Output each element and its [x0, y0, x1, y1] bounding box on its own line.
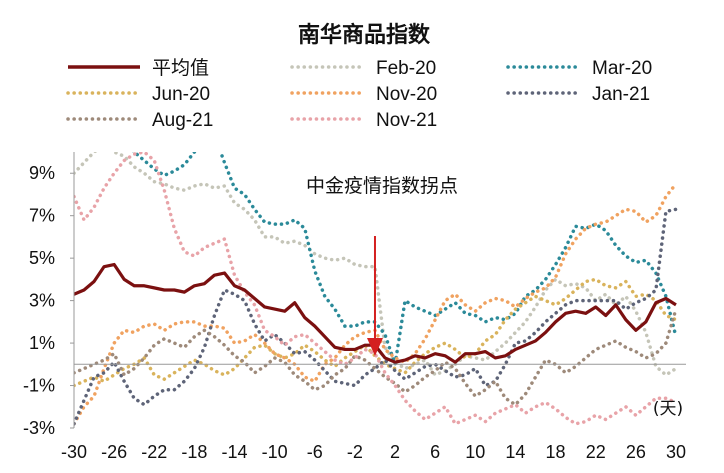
x-tick-label: 10	[465, 442, 485, 462]
x-tick-label: 26	[626, 442, 646, 462]
x-tick-label: -30	[61, 442, 87, 462]
x-tick-label: -14	[222, 442, 248, 462]
annotation-arrow	[366, 236, 383, 356]
series-line-feb-20	[74, 152, 678, 378]
legend-label: Jan-21	[592, 84, 650, 105]
legend: 平均值 Feb-20 Mar-20 Jun-20 Nov-20 Jan-21 Aug-21 N…	[66, 57, 652, 131]
y-tick-label: 3%	[29, 291, 55, 311]
x-tick-label: 2	[390, 442, 400, 462]
annotation-text: 中金疫情指数拐点	[306, 175, 458, 197]
y-tick-label: -1%	[23, 376, 55, 396]
y-tick-label: 7%	[29, 206, 55, 226]
x-axis-ticks: -30 -26 -22 -18 -14 -10 -6 -2 2 6 10 14 18 22 26 30	[61, 442, 686, 462]
chart-title: 南华商品指数	[298, 22, 431, 48]
y-tick-label: 1%	[29, 333, 55, 353]
x-tick-label: -18	[181, 442, 207, 462]
x-tick-label: 30	[666, 442, 686, 462]
legend-label: Nov-20	[376, 84, 437, 105]
x-tick-label: 18	[546, 442, 566, 462]
y-tick-label: 5%	[29, 248, 55, 268]
x-tick-label: 22	[586, 442, 606, 462]
legend-label: Nov-21	[376, 110, 437, 131]
legend-label: Mar-20	[592, 58, 652, 79]
x-tick-label: -26	[101, 442, 127, 462]
x-axis-unit: (天)	[653, 399, 683, 419]
x-tick-label: -22	[141, 442, 167, 462]
x-tick-label: 14	[505, 442, 525, 462]
y-axis-ticks: 9% 7% 5% 3% 1% -1% -3%	[23, 163, 74, 438]
legend-label: 平均值	[152, 57, 209, 79]
series-line-jan-21	[74, 207, 678, 426]
series-line-aug-21	[74, 307, 678, 407]
x-tick-label: -10	[262, 442, 288, 462]
legend-label: Aug-21	[152, 110, 213, 131]
y-tick-label: -3%	[23, 418, 55, 438]
arrow-head	[366, 338, 383, 356]
legend-label: Feb-20	[376, 58, 436, 79]
x-tick-label: -6	[307, 442, 323, 462]
legend-label: Jun-20	[152, 84, 210, 105]
y-tick-label: 9%	[29, 163, 55, 183]
x-tick-label: -2	[347, 442, 363, 462]
x-tick-label: 6	[430, 442, 440, 462]
